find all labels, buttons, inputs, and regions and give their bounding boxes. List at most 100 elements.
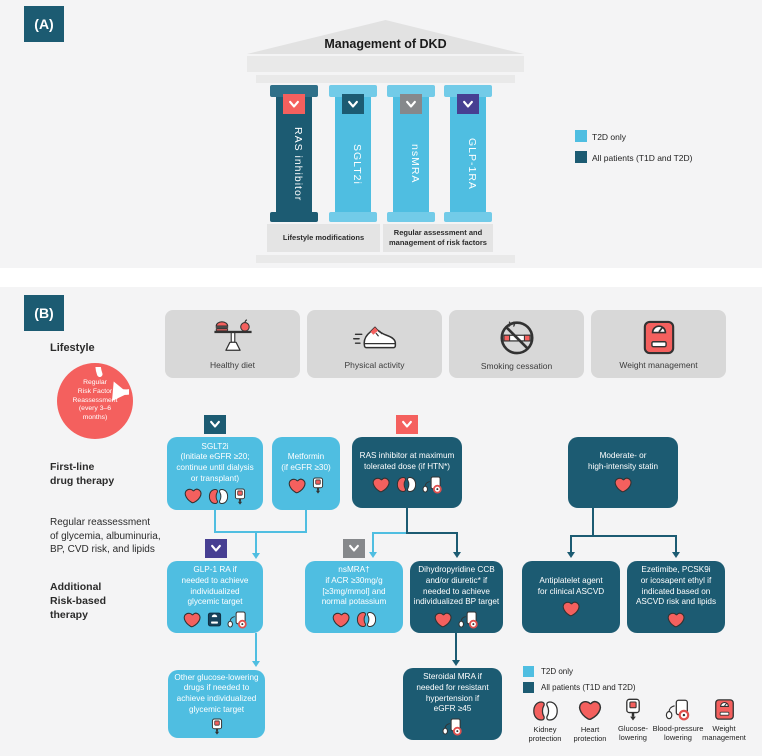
base-label-text: Lifestyle modifications [282, 233, 365, 243]
lifestyle-label: Physical activity [344, 360, 405, 370]
pillar-chevron-badge [342, 94, 364, 114]
heart-icon [332, 611, 351, 629]
kidney-icon [396, 476, 417, 493]
bp-icon [422, 476, 443, 494]
rail-label-additional: Additional Risk-based therapy [50, 581, 107, 622]
glucose-icon [211, 718, 223, 735]
rail-label-first-line: First-line drug therapy [50, 461, 115, 488]
weight-scale-icon [207, 612, 222, 627]
arrowhead-down [672, 552, 680, 558]
box-ezetimibe: Ezetimibe, PCSK9i or icosapent ethyl if … [627, 561, 725, 633]
chevron-down-icon [347, 544, 361, 553]
heart-icon [578, 699, 603, 722]
weight-scale-icon [714, 698, 735, 721]
pillar-base [387, 212, 435, 222]
box-other-glucose-lowering: Other glucose-lowering drugs if needed t… [168, 670, 265, 738]
chevron-badge-ras [396, 415, 418, 434]
box-text: nsMRA† if ACR ≥30mg/g [≥3mg/mmol] and no… [321, 565, 387, 607]
connector-line [255, 633, 257, 662]
connector-line [406, 508, 408, 533]
glucose-icon [234, 488, 246, 505]
chevron-down-icon [209, 544, 223, 553]
arrowhead-down [567, 552, 575, 558]
box-antiplatelet: Antiplatelet agent for clinical ASCVD [522, 561, 620, 633]
pillar-base [329, 212, 377, 222]
legend-swatch-t2d [575, 130, 587, 142]
box-ccb-diuretic: Dihydropyridine CCB and/or diuretic* if … [410, 561, 503, 633]
connector-line [255, 531, 257, 554]
arrowhead-down [252, 661, 260, 667]
rail-label-reassessment: Regular reassessment of glycemia, albumi… [50, 517, 161, 555]
kidney-icon [532, 700, 559, 722]
temple-entablature [247, 56, 524, 72]
icon-legend-label: Heart protection [573, 725, 607, 744]
lifestyle-box-physical-activity: Physical activity [307, 310, 442, 378]
box-text: RAS inhibitor at maximum tolerated dose … [359, 451, 455, 471]
panel-b-label: (B) [24, 295, 64, 331]
pillar-base [270, 212, 318, 222]
connector-line [570, 535, 572, 553]
heart-icon [288, 477, 307, 495]
box-nsmra: nsMRA† if ACR ≥30mg/g [≥3mg/mmol] and no… [305, 561, 403, 633]
pillar-label-glp1ra: GLP-1RA [466, 138, 478, 190]
connector-line [675, 535, 677, 553]
no-smoking-icon [497, 317, 537, 357]
base-label-risk-factors: Regular assessment and management of ris… [383, 224, 493, 252]
pillar-chevron-badge [283, 94, 305, 114]
panel-a-label: (A) [24, 6, 64, 42]
bp-icon [442, 718, 463, 736]
connector-line [214, 510, 216, 532]
connector-line [214, 531, 307, 533]
icon-legend-label: Blood-pressure lowering [652, 724, 704, 743]
arrowhead-down [369, 552, 377, 558]
lifestyle-label: Healthy diet [210, 360, 255, 370]
box-text: Ezetimibe, PCSK9i or icosapent ethyl if … [635, 565, 717, 607]
connector-line [305, 510, 307, 532]
lifestyle-box-smoking-cessation: Smoking cessation [449, 310, 584, 378]
chevron-badge-nsmra [343, 539, 365, 558]
legend-swatch-all-patients [575, 151, 587, 163]
icon-legend-heart: Heart protection [563, 699, 617, 744]
heart-icon [184, 487, 203, 505]
icon-legend-glucose: Glucose- lowering [607, 698, 659, 743]
arrowhead-down [453, 552, 461, 558]
box-text: Other glucose-lowering drugs if needed t… [174, 672, 259, 714]
lifestyle-box-healthy-diet: Healthy diet [165, 310, 300, 378]
glucose-icon [312, 477, 324, 494]
bp-icon [227, 611, 248, 629]
pillar-chevron-badge [400, 94, 422, 114]
icon-legend-kidney: Kidney protection [518, 700, 572, 744]
heart-icon [434, 611, 453, 629]
arrowhead-down [452, 660, 460, 666]
box-statin: Moderate- or high-intensity statin [568, 437, 678, 508]
pillar-capital [329, 85, 377, 97]
icon-legend-bp: Blood-pressure lowering [649, 699, 707, 743]
pillar-capital [387, 85, 435, 97]
heart-icon [183, 611, 202, 629]
box-ras-inhibitor: RAS inhibitor at maximum tolerated dose … [352, 437, 462, 508]
pillar-sglt2i [335, 97, 371, 212]
chevron-badge-glp1ra [205, 539, 227, 558]
box-text: Metformin (if eGFR ≥30) [281, 452, 331, 472]
box-text: SGLT2i (Initiate eGFR ≥20; continue unti… [176, 441, 254, 483]
box-sglt2i: SGLT2i (Initiate eGFR ≥20; continue unti… [167, 437, 263, 510]
icon-legend-label: Weight management [702, 724, 746, 743]
pillar-label-nsmra: nsMRA [409, 144, 421, 184]
connector-line [570, 535, 677, 537]
weight-scale-icon [642, 319, 676, 356]
box-text: Moderate- or high-intensity statin [587, 451, 659, 471]
box-text: Dihydropyridine CCB and/or diuretic* if … [413, 565, 500, 607]
heart-icon [667, 611, 686, 629]
chevron-down-icon [287, 100, 301, 109]
icon-legend-label: Kidney protection [528, 725, 562, 744]
lifestyle-label: Smoking cessation [480, 361, 553, 371]
legend-label-all-patients: All patients (T1D and T2D) [541, 683, 636, 692]
icon-legend-weight: Weight management [696, 698, 752, 743]
bp-icon [665, 699, 691, 721]
chevron-down-icon [208, 420, 222, 429]
connector-line [372, 532, 407, 534]
glucose-icon [625, 698, 641, 721]
box-text: Antiplatelet agent for clinical ASCVD [537, 575, 605, 596]
chevron-badge-sglt2i [204, 415, 226, 434]
